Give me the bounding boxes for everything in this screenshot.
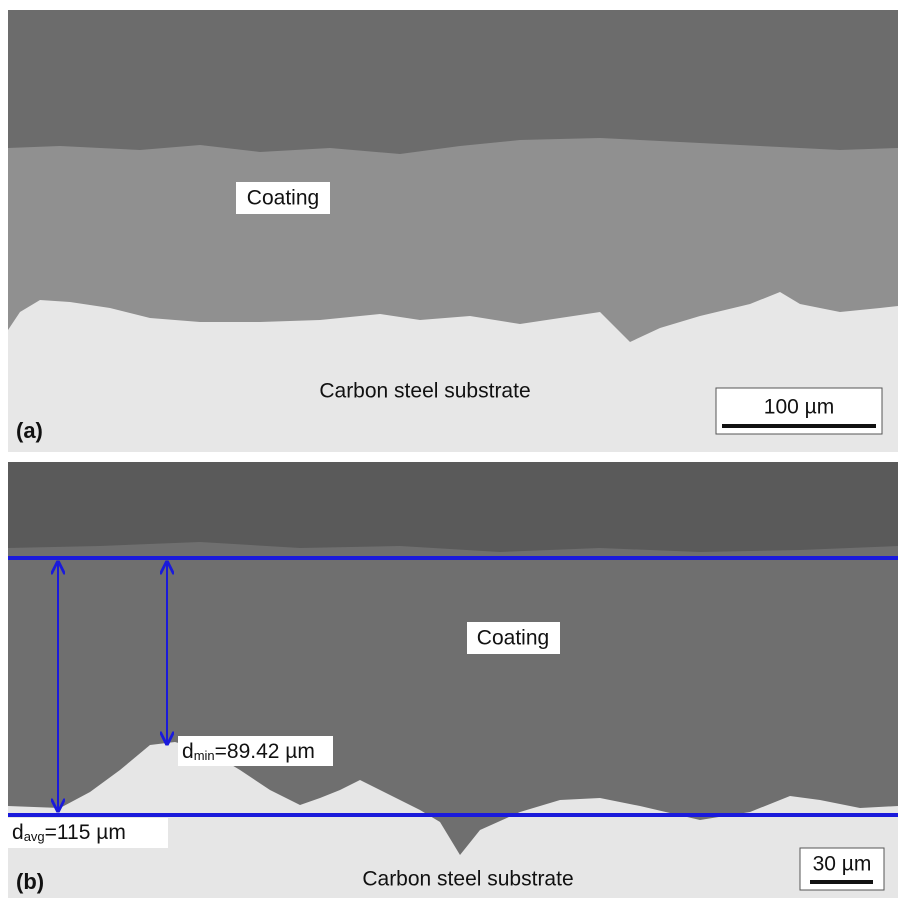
scale-bar [810,880,873,884]
d-avg-label: davg=115 µm [12,821,126,845]
value: =115 µm [45,821,126,844]
panel-a: Coating Carbon steel substrate (a) 100 µ… [8,10,898,452]
label-box [178,736,333,766]
coating-label: Coating [477,627,549,650]
panel-b: Coating dmin=89.42 µm davg=115 µm Carbon… [8,462,898,898]
coating-label: Coating [247,187,319,210]
scale-label: 100 µm [764,396,834,419]
scale-label: 30 µm [813,853,872,876]
substrate-region [8,292,898,452]
scale-bar [722,424,876,428]
symbol: d [12,821,24,844]
subscript: min [194,748,215,763]
d-min-label: dmin=89.42 µm [182,740,315,764]
substrate-label: Carbon steel substrate [362,868,573,891]
label-box [8,818,168,848]
substrate-region [8,742,898,898]
panel-label: (a) [16,418,43,443]
subscript: avg [24,829,45,844]
substrate-label: Carbon steel substrate [319,380,530,403]
value: =89.42 µm [215,740,315,763]
panel-label: (b) [16,869,44,894]
symbol: d [182,740,194,763]
label-box [236,182,330,214]
label-box [467,622,560,654]
